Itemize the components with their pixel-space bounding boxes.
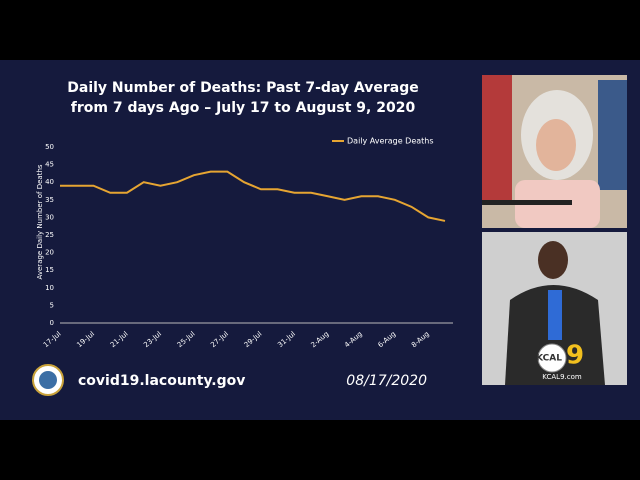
y-tick-label: 25 xyxy=(45,231,54,239)
date: 08/17/2020 xyxy=(346,373,427,389)
website: covid19.lacounty.gov xyxy=(78,373,245,389)
county-seal-center xyxy=(39,371,57,389)
y-tick-label: 15 xyxy=(45,266,54,274)
y-tick-label: 5 xyxy=(50,301,54,309)
data-line xyxy=(60,170,446,222)
seal xyxy=(598,80,627,190)
y-tick-label: 35 xyxy=(45,196,54,204)
y-tick-label: 45 xyxy=(45,161,54,169)
channel-number: 9 xyxy=(566,341,584,371)
y-tick-label: 50 xyxy=(45,143,54,151)
flag xyxy=(482,75,512,205)
interpreter-shirt xyxy=(548,290,562,340)
y-axis-title: Average Daily Number of Deaths xyxy=(36,164,44,279)
face xyxy=(536,119,576,171)
y-tick-label: 40 xyxy=(45,178,54,186)
kcal-logo xyxy=(537,343,567,373)
y-tick-label: 0 xyxy=(50,319,54,327)
legend-label: Daily Average Deaths xyxy=(347,137,434,146)
kcal-logo-text: KCAL xyxy=(536,354,562,364)
y-tick-label: 30 xyxy=(45,213,54,221)
y-tick-label: 20 xyxy=(45,249,54,257)
microphone xyxy=(482,200,572,205)
y-tick-label: 10 xyxy=(45,284,54,292)
interpreter-head xyxy=(538,241,568,279)
chart-title: Daily Number of Deaths: Past 7-day Avera… xyxy=(67,80,419,116)
station-website: KCAL9.com xyxy=(542,373,582,381)
